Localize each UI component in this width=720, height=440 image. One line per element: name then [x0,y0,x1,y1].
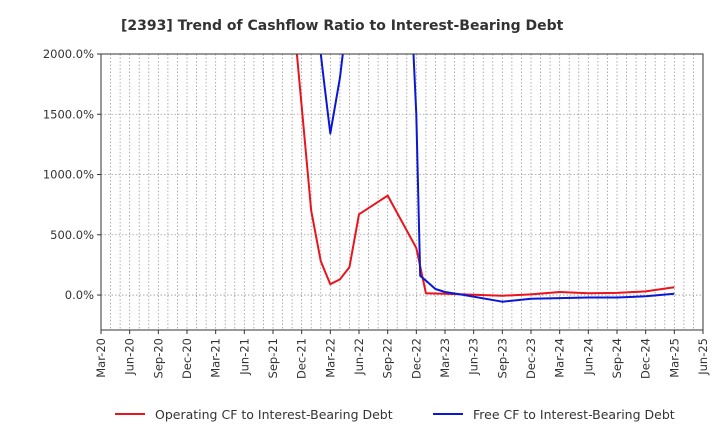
y-tick-label: 0.0% [65,288,94,302]
x-tick-label: Jun-24 [581,338,595,376]
legend: Operating CF to Interest-Bearing Debt Fre… [115,407,675,422]
legend-label-2: Free CF to Interest-Bearing Debt [473,407,675,422]
x-tick-label: Jun-25 [696,338,710,376]
x-tick-label: Sep-21 [266,338,280,378]
x-tick-label: Dec-21 [295,338,309,379]
x-tick-label: Mar-22 [323,338,337,378]
x-tick-label: Sep-22 [381,338,395,378]
x-tick-label: Mar-24 [553,338,567,378]
y-tick-label: 1500.0% [43,107,94,121]
x-tick-label: Mar-23 [438,338,452,378]
grid-lines [100,53,704,330]
x-tick-label: Mar-21 [209,338,223,378]
x-tick-label: Jun-20 [123,338,137,376]
x-tick-label: Dec-24 [639,338,653,379]
series-line-2 [319,53,344,135]
plot-area-frame [100,53,704,331]
x-tick-label: Dec-20 [180,338,194,379]
x-tick-label: Mar-25 [667,338,681,378]
x-tick-label: Dec-23 [524,338,538,379]
x-tick-label: Jun-22 [352,338,366,376]
chart-title: [2393] Trend of Cashflow Ratio to Intere… [121,18,564,34]
x-tick-label: Jun-23 [467,338,481,376]
x-tick-label: Dec-22 [409,338,423,379]
x-tick-label: Jun-21 [237,338,251,376]
x-tick-label: Mar-20 [94,338,108,378]
y-axis-ticks: 2000.0% 1500.0% 1000.0% 500.0% 0.0% [43,47,101,302]
series-line-2 [412,53,675,303]
x-axis-ticks: Mar-20 Jun-20 Sep-20 Dec-20 Mar-21 Jun-21 Sep-… [94,330,710,379]
series-lines [295,53,675,303]
y-tick-label: 500.0% [50,228,94,242]
x-tick-label: Sep-23 [495,338,509,378]
y-tick-label: 2000.0% [43,47,94,61]
legend-label-1: Operating CF to Interest-Bearing Debt [155,407,393,422]
y-tick-label: 1000.0% [43,168,94,182]
x-tick-label: Sep-24 [610,338,624,378]
series-line-1 [295,53,675,297]
x-tick-label: Sep-20 [151,338,165,378]
